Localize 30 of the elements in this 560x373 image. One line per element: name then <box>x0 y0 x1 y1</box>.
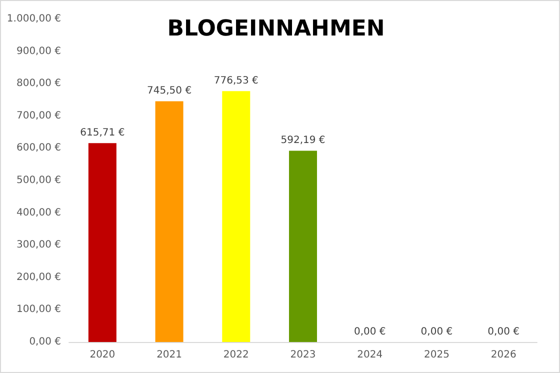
y-tick-label: 900,00 € <box>16 46 61 57</box>
y-tick-label: 300,00 € <box>16 240 61 251</box>
bar <box>289 150 317 342</box>
x-tick-label: 2023 <box>290 350 316 360</box>
y-tick-label: 0,00 € <box>29 336 61 348</box>
y-tick-label: 200,00 € <box>16 272 61 283</box>
x-tick-label: 2022 <box>223 350 249 360</box>
y-tick-label: 500,00 € <box>16 175 61 186</box>
data-label: 592,19 € <box>280 135 326 146</box>
data-label: 0,00 € <box>488 326 520 338</box>
x-tick-label: 2021 <box>156 350 182 360</box>
y-tick-label: 400,00 € <box>16 207 61 218</box>
data-label: 0,00 € <box>354 326 386 338</box>
y-tick-label: 600,00 € <box>16 142 61 154</box>
bar <box>88 143 116 342</box>
y-tick-label: 700,00 € <box>16 110 61 122</box>
x-tick-label: 2020 <box>90 350 116 360</box>
bar <box>222 91 250 342</box>
x-tick-label: 2025 <box>424 350 450 360</box>
y-tick-label: 1.000,00 € <box>6 14 61 24</box>
chart-title: BLOGEINNAHMEN <box>167 16 385 42</box>
data-label: 745,50 € <box>147 86 192 97</box>
y-tick-label: 800,00 € <box>16 78 61 90</box>
bar <box>155 101 184 342</box>
data-label: 776,53 € <box>214 76 258 87</box>
data-label: 615,71 € <box>80 128 125 139</box>
data-label: 0,00 € <box>420 326 453 338</box>
y-tick-label: 100,00 € <box>16 304 61 316</box>
x-tick-label: 2024 <box>357 350 383 360</box>
x-tick-label: 2026 <box>490 350 516 360</box>
